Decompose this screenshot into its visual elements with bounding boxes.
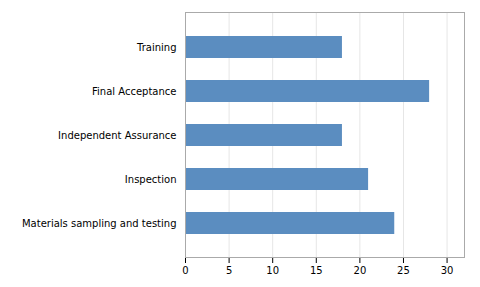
svg-text:15: 15 [310,265,323,276]
svg-text:Final Acceptance: Final Acceptance [92,86,176,97]
svg-text:30: 30 [441,265,454,276]
svg-text:Training: Training [136,42,176,53]
svg-text:20: 20 [354,265,367,276]
svg-text:25: 25 [397,265,410,276]
svg-text:Materials sampling and testing: Materials sampling and testing [22,218,177,229]
svg-text:Inspection: Inspection [125,174,177,185]
svg-text:0: 0 [182,265,188,276]
svg-text:Independent Assurance: Independent Assurance [58,130,176,141]
svg-text:10: 10 [266,265,279,276]
svg-text:5: 5 [226,265,232,276]
